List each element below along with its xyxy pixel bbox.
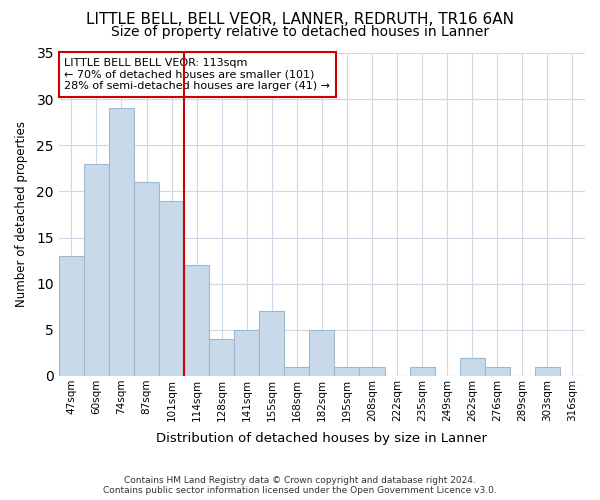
Text: LITTLE BELL, BELL VEOR, LANNER, REDRUTH, TR16 6AN: LITTLE BELL, BELL VEOR, LANNER, REDRUTH,… (86, 12, 514, 28)
Bar (109, 108, 134, 376)
Bar (209, 339, 234, 376)
Bar (410, 367, 434, 376)
Bar (159, 200, 184, 376)
Bar (359, 367, 385, 376)
Bar (184, 265, 209, 376)
Bar (84, 164, 109, 376)
Text: LITTLE BELL BELL VEOR: 113sqm
← 70% of detached houses are smaller (101)
28% of : LITTLE BELL BELL VEOR: 113sqm ← 70% of d… (64, 58, 330, 91)
Bar (460, 358, 485, 376)
Bar (485, 367, 510, 376)
Bar (284, 367, 310, 376)
Text: Contains HM Land Registry data © Crown copyright and database right 2024.
Contai: Contains HM Land Registry data © Crown c… (103, 476, 497, 495)
Bar (259, 312, 284, 376)
Bar (535, 367, 560, 376)
Bar (134, 182, 159, 376)
X-axis label: Distribution of detached houses by size in Lanner: Distribution of detached houses by size … (157, 432, 487, 445)
Bar (234, 330, 259, 376)
Bar (59, 256, 84, 376)
Y-axis label: Number of detached properties: Number of detached properties (15, 122, 28, 308)
Text: Size of property relative to detached houses in Lanner: Size of property relative to detached ho… (111, 25, 489, 39)
Bar (310, 330, 334, 376)
Bar (334, 367, 359, 376)
